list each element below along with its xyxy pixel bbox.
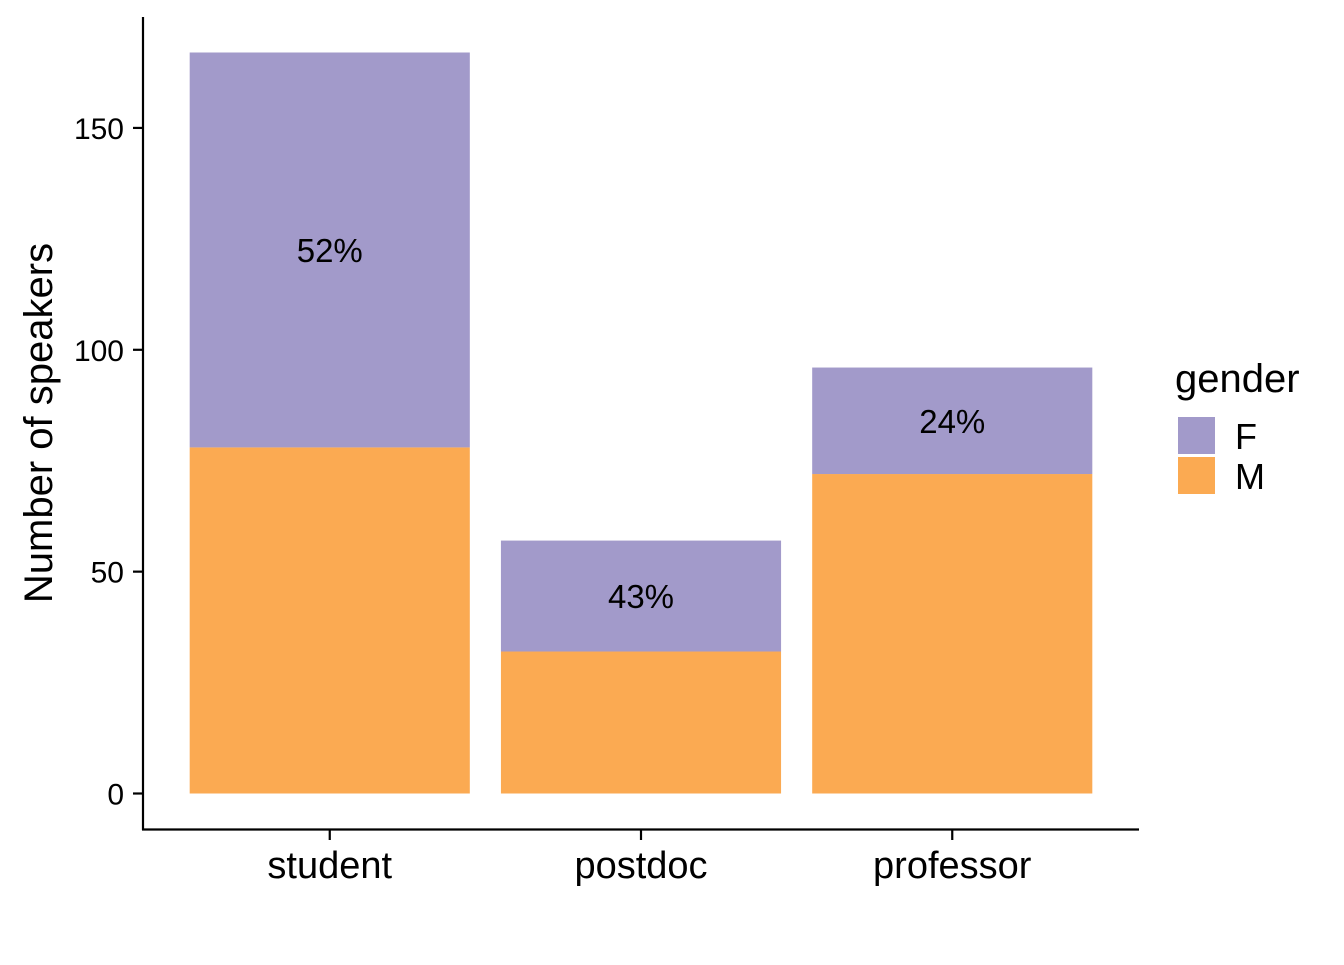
bar-student-M [189,447,470,794]
legend-title: gender [1175,357,1300,401]
x-ticks-layer: student postdoc professor [267,830,1032,887]
axes-layer [141,17,1139,831]
legend-label-M: M [1235,456,1265,497]
bar-postdoc-M [500,651,782,794]
x-tick-label-professor: professor [873,845,1032,887]
legend-swatch-F [1178,417,1215,454]
y-tick-label-0: 0 [107,779,124,812]
bar-label-student: 52% [297,232,363,269]
legend-label-F: F [1235,416,1257,457]
legend-swatch-M [1178,457,1215,494]
legend: gender FM [1175,357,1300,497]
bars-layer [189,52,1093,794]
bar-professor-F [812,367,1093,475]
y-tick-label-50: 50 [91,557,124,590]
bar-postdoc-F [500,540,782,652]
y-ticks-layer: 0 50 100 150 [74,113,143,812]
bar-student-F [189,52,470,448]
bar-label-professor: 24% [919,403,985,440]
x-tick-label-student: student [267,845,392,887]
bar-professor-M [812,474,1093,794]
y-tick-label-100: 100 [74,335,124,368]
bar-labels-layer: 52% 43% 24% [297,232,986,615]
bar-label-postdoc: 43% [608,578,674,615]
y-axis-label: Number of speakers [17,243,61,603]
x-tick-label-postdoc: postdoc [574,845,707,887]
y-tick-label-150: 150 [74,113,124,146]
